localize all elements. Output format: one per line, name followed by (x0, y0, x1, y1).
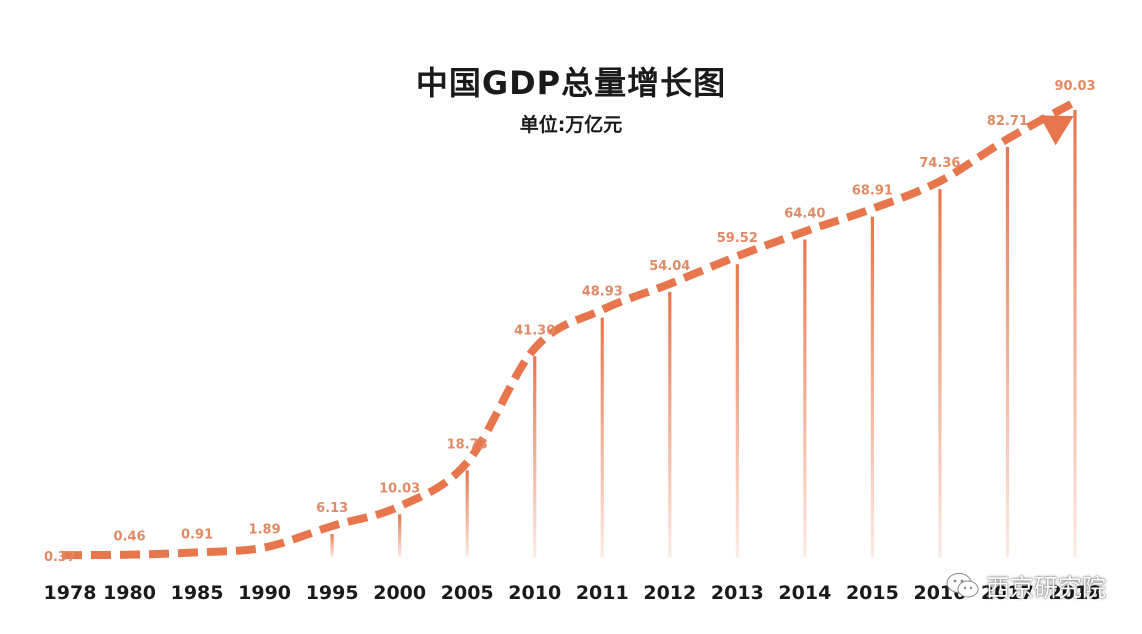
x-tick-1995: 1995 (306, 582, 359, 604)
x-tick-2005: 2005 (441, 582, 494, 604)
value-label-1980: 0.46 (113, 530, 145, 545)
x-tick-2011: 2011 (576, 582, 629, 604)
chart-title: 中国GDP总量增长图 (415, 64, 727, 102)
drop-line-2010 (533, 356, 537, 557)
value-labels: 0.37 0.46 0.91 1.89 6.13 10.03 18.73 41.30 48.93… (44, 79, 1096, 565)
drop-line-2014 (803, 239, 807, 557)
trend-arrowhead (1039, 115, 1074, 146)
x-tick-2010: 2010 (508, 582, 561, 604)
x-tick-2014: 2014 (778, 582, 831, 604)
value-label-2014: 64.40 (784, 207, 825, 222)
x-tick-1985: 1985 (171, 582, 224, 604)
x-tick-2015: 2015 (846, 582, 899, 604)
value-label-2011: 48.93 (582, 285, 623, 300)
x-tick-2013: 2013 (711, 582, 764, 604)
drop-line-2017 (1005, 146, 1010, 557)
drop-lines (330, 109, 1077, 557)
drop-line-2012 (668, 291, 672, 557)
gdp-line (61, 98, 1077, 560)
x-tick-2012: 2012 (643, 582, 696, 604)
value-label-2015: 68.91 (852, 184, 893, 199)
drop-line-2016 (938, 189, 942, 557)
value-label-2013: 59.52 (717, 231, 758, 246)
watermark: 西京研究院 (946, 568, 1106, 603)
x-axis-ticks: 1978 1980 1985 1990 1995 2000 2005 2010 2011 2012… (44, 582, 1102, 604)
drop-line-1995 (330, 534, 334, 557)
value-label-2016: 74.36 (919, 156, 960, 171)
value-label-1995: 6.13 (316, 501, 348, 516)
value-label-2005: 18.73 (447, 437, 488, 452)
value-label-1985: 0.91 (181, 527, 213, 542)
drop-line-2018 (1073, 109, 1077, 557)
value-label-2000: 10.03 (379, 481, 420, 496)
chart-subtitle: 单位:万亿元 (519, 114, 623, 136)
wechat-icon (946, 572, 979, 597)
x-tick-1990: 1990 (238, 582, 291, 604)
value-label-2018: 90.03 (1054, 79, 1095, 94)
x-tick-2018: 2018 (1049, 582, 1102, 604)
value-label-1978: 0.37 (44, 550, 76, 565)
value-label-1990: 1.89 (249, 522, 281, 537)
drop-line-2000 (398, 514, 402, 557)
drop-line-2015 (870, 216, 874, 557)
value-label-2012: 54.04 (649, 259, 690, 274)
drop-line-2011 (600, 317, 604, 557)
x-tick-2017: 2017 (981, 582, 1034, 604)
x-tick-2000: 2000 (373, 582, 426, 604)
x-tick-1978: 1978 (44, 582, 97, 604)
drop-line-2013 (735, 264, 739, 557)
trend-line (61, 98, 1077, 560)
x-tick-1980: 1980 (103, 582, 156, 604)
drop-line-2005 (465, 470, 469, 557)
value-label-2010: 41.30 (514, 323, 555, 338)
value-label-2017: 82.71 (987, 114, 1028, 129)
watermark-text: 西京研究院 (986, 574, 1106, 602)
